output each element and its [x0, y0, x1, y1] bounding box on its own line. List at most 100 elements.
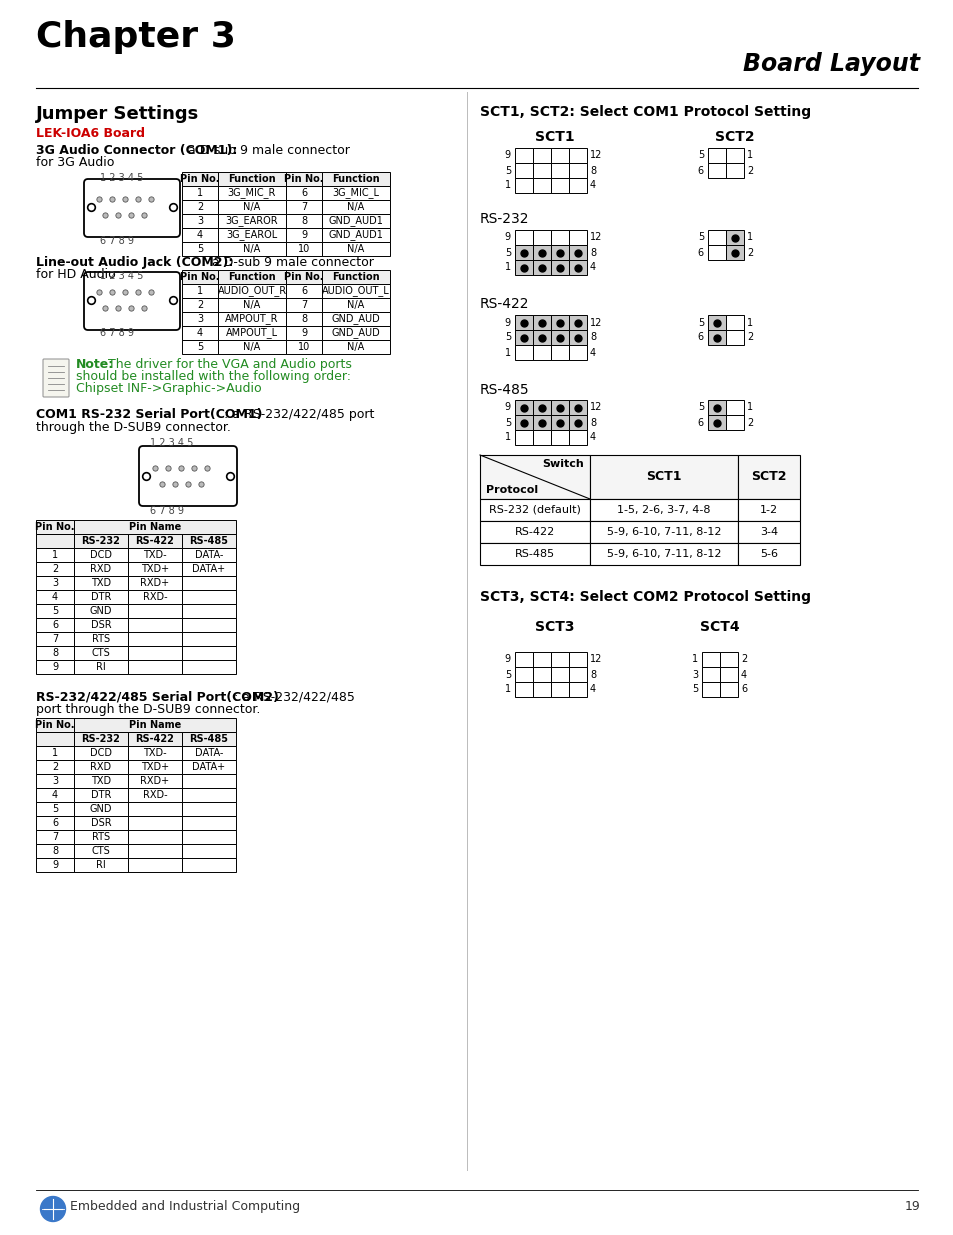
Bar [182, 646, 235, 659]
Text: RXD: RXD [91, 762, 112, 772]
Bar [286, 228, 322, 242]
Bar [182, 732, 235, 746]
Text: TXD: TXD [91, 578, 111, 588]
Bar [533, 315, 551, 330]
Bar [515, 682, 533, 697]
Bar [589, 521, 738, 543]
Bar [515, 178, 533, 193]
Text: 3G_EAROR: 3G_EAROR [226, 216, 278, 226]
Text: 1: 1 [51, 748, 58, 758]
Text: 4: 4 [589, 347, 596, 357]
Bar [533, 230, 551, 245]
Bar [182, 298, 218, 312]
Bar [515, 315, 533, 330]
Bar [182, 534, 235, 548]
Bar [551, 315, 568, 330]
Bar [182, 576, 235, 590]
Text: 2: 2 [746, 247, 753, 258]
Bar [218, 312, 286, 326]
Text: 9: 9 [504, 232, 511, 242]
Bar [182, 186, 218, 200]
Text: 8: 8 [589, 332, 596, 342]
Bar [533, 415, 551, 430]
Bar [286, 312, 322, 326]
Bar [182, 746, 235, 760]
Bar [533, 667, 551, 682]
Text: TXD-: TXD- [143, 748, 167, 758]
Bar [74, 590, 128, 604]
Bar [551, 667, 568, 682]
Bar [182, 760, 235, 774]
Bar [725, 230, 743, 245]
Text: 1: 1 [746, 151, 752, 161]
Text: 9: 9 [300, 329, 307, 338]
Text: 6: 6 [698, 332, 703, 342]
Bar [322, 186, 390, 200]
Bar [182, 284, 218, 298]
Text: port through the D-SUB9 connector.: port through the D-SUB9 connector. [36, 703, 260, 716]
Bar [568, 667, 586, 682]
Bar [74, 562, 128, 576]
Text: 5: 5 [51, 606, 58, 616]
Bar [568, 261, 586, 275]
Text: RTS: RTS [91, 634, 110, 643]
Text: 10: 10 [297, 245, 310, 254]
Bar [182, 548, 235, 562]
Bar [322, 340, 390, 354]
Text: 3G_EAROL: 3G_EAROL [226, 230, 277, 241]
Bar [479, 521, 589, 543]
Bar [36, 746, 74, 760]
Text: : a RS-232/422/485 port: : a RS-232/422/485 port [224, 408, 374, 421]
Text: N/A: N/A [243, 203, 260, 212]
Text: 3G_MIC_L: 3G_MIC_L [333, 188, 379, 199]
Bar [551, 178, 568, 193]
Text: 2: 2 [51, 762, 58, 772]
Bar [515, 430, 533, 445]
Text: DTR: DTR [91, 790, 112, 800]
Text: RS-422: RS-422 [135, 536, 174, 546]
Text: 8: 8 [51, 648, 58, 658]
Text: N/A: N/A [243, 342, 260, 352]
Text: 6 7 8 9: 6 7 8 9 [150, 506, 184, 516]
Text: 1 2 3 4 5: 1 2 3 4 5 [100, 270, 143, 282]
Text: 7: 7 [51, 832, 58, 842]
Text: Function: Function [332, 272, 379, 282]
Bar [218, 242, 286, 256]
Bar [568, 315, 586, 330]
Bar [515, 667, 533, 682]
Bar [36, 830, 74, 844]
Bar [36, 816, 74, 830]
Bar [182, 659, 235, 674]
Bar [36, 788, 74, 802]
Text: 3: 3 [196, 314, 203, 324]
Bar [128, 562, 182, 576]
Bar [36, 858, 74, 872]
Bar [128, 618, 182, 632]
Text: N/A: N/A [243, 300, 260, 310]
Text: TXD: TXD [91, 776, 111, 785]
Bar [36, 590, 74, 604]
Bar [589, 454, 738, 499]
Text: 7: 7 [51, 634, 58, 643]
Text: 1: 1 [504, 347, 511, 357]
Bar [589, 543, 738, 564]
Text: RS-232: RS-232 [479, 212, 529, 226]
Bar [182, 200, 218, 214]
Bar [551, 682, 568, 697]
Bar [322, 298, 390, 312]
Bar [74, 659, 128, 674]
Text: DCD: DCD [90, 550, 112, 559]
Text: RS-232/422/485 Serial Port(COM2): RS-232/422/485 Serial Port(COM2) [36, 690, 278, 703]
Bar [322, 284, 390, 298]
Text: 4: 4 [196, 329, 203, 338]
Text: Note:: Note: [76, 358, 114, 370]
Bar [551, 163, 568, 178]
Text: 19: 19 [903, 1200, 919, 1213]
Text: RS-422: RS-422 [479, 296, 529, 311]
Bar [322, 242, 390, 256]
Bar [707, 330, 725, 345]
Text: 8: 8 [589, 165, 596, 175]
Text: DTR: DTR [91, 592, 112, 601]
Text: The driver for the VGA and Audio ports: The driver for the VGA and Audio ports [104, 358, 352, 370]
Text: 5: 5 [504, 669, 511, 679]
